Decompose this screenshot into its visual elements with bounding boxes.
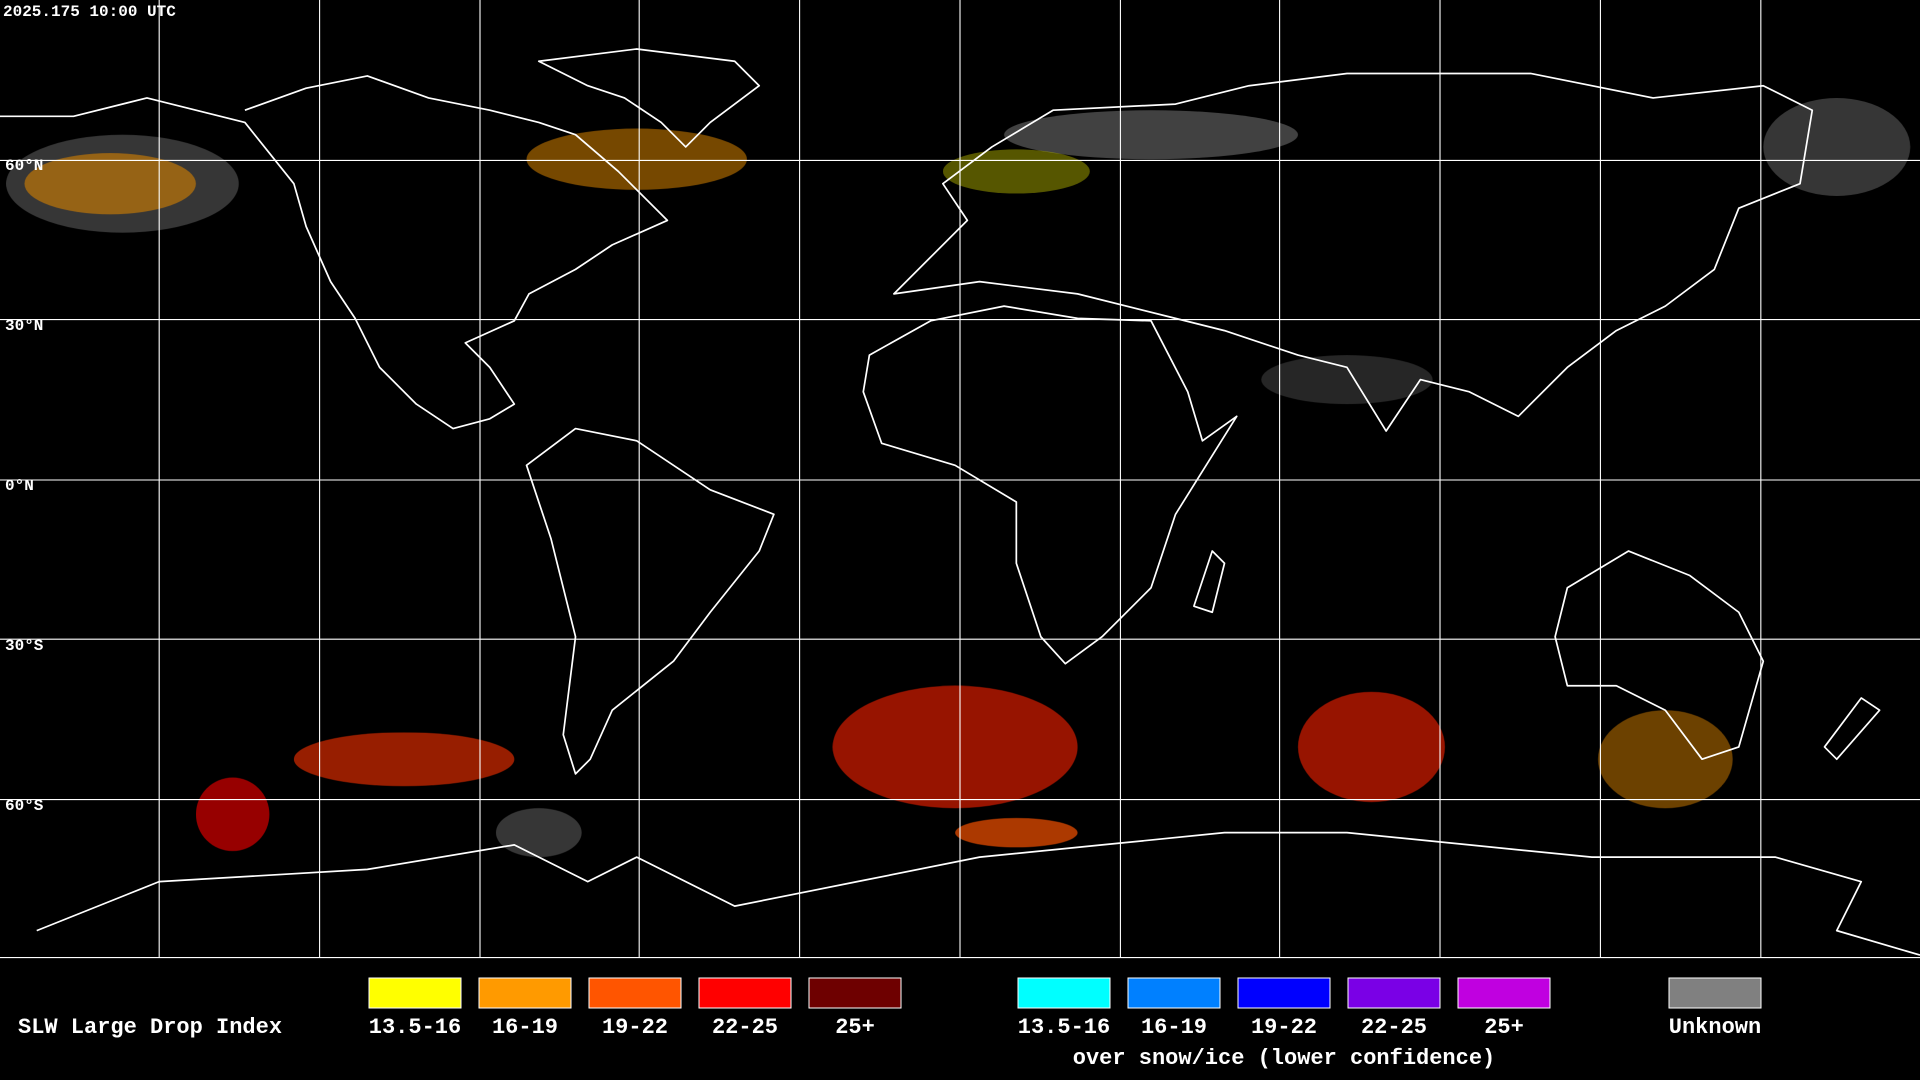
legend-label: Unknown [1669, 1015, 1761, 1040]
coast-greenland [537, 48, 761, 148]
legend-label: 16-19 [492, 1015, 558, 1040]
latitude-label: 30°N [5, 317, 43, 335]
drop-area [1597, 710, 1733, 809]
coast-africa [862, 305, 1238, 665]
legend-label: 13.5-16 [369, 1015, 461, 1040]
latitude-label: 60°N [5, 157, 43, 175]
legend-label: 22-25 [1361, 1015, 1427, 1040]
legend-swatch [1017, 977, 1111, 1009]
legend-swatch [368, 977, 462, 1009]
legend-label: 19-22 [1251, 1015, 1317, 1040]
legend-swatch [1457, 977, 1551, 1009]
legend-swatch [588, 977, 682, 1009]
legend-label: 16-19 [1141, 1015, 1207, 1040]
graticule [0, 0, 1920, 959]
latitude-label: 0°N [5, 477, 34, 495]
unknown-area [1763, 97, 1911, 196]
coast-north-america [0, 75, 669, 430]
legend-caption: over snow/ice (lower confidence) [1073, 1046, 1495, 1071]
legend-label: 22-25 [712, 1015, 778, 1040]
legend-swatch [1237, 977, 1331, 1009]
latitude-label: 60°S [5, 797, 44, 815]
coast-south-america [525, 427, 775, 775]
drop-area [942, 149, 1090, 194]
legend-label: 25+ [835, 1015, 875, 1040]
coastlines [0, 48, 1920, 956]
drop-area [1297, 691, 1445, 803]
drop-area [832, 685, 1078, 809]
legend-swatch [698, 977, 792, 1009]
unknown-area [1261, 355, 1433, 405]
legend-label: 19-22 [602, 1015, 668, 1040]
coast-antarctica [36, 831, 1920, 956]
coast-eurasia [893, 72, 1814, 432]
drop-area [195, 777, 270, 852]
drop-area [955, 817, 1078, 848]
legend-swatch [1347, 977, 1441, 1009]
latitude-label: 30°S [5, 637, 44, 655]
legend-label: 25+ [1484, 1015, 1524, 1040]
legend-swatch [1127, 977, 1221, 1009]
drop-area [293, 732, 515, 787]
legend-swatch [808, 977, 902, 1009]
coast-madagascar [1193, 550, 1226, 614]
drop-area [24, 153, 196, 215]
legend-label: 13.5-16 [1018, 1015, 1110, 1040]
legend-swatch [478, 977, 572, 1009]
drop-area [526, 128, 747, 190]
timestamp: 2025.175 10:00 UTC [3, 3, 176, 21]
legend-swatch [1668, 977, 1762, 1009]
legend: 13.5-16 16-19 19-22 22-25 25+ 13.5-16 16-19 19-… [368, 977, 1762, 1071]
unknown-area [495, 808, 582, 858]
data-field [6, 97, 1911, 858]
coast-new-zealand [1823, 697, 1881, 761]
legend-title: SLW Large Drop Index [18, 1015, 282, 1040]
map [0, 0, 1920, 959]
unknown-area [1004, 110, 1298, 160]
coast-australia [1554, 550, 1765, 761]
